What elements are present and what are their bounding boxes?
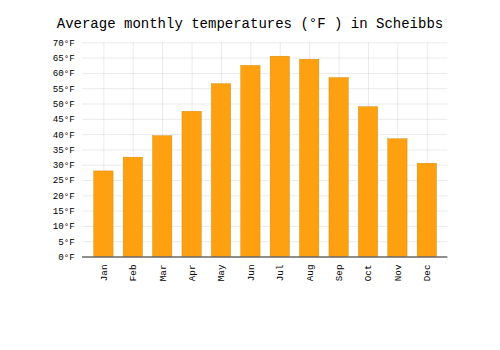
svg-text:Jun: Jun (246, 265, 257, 282)
svg-text:Oct: Oct (363, 265, 374, 282)
svg-text:Sep: Sep (334, 265, 345, 282)
svg-text:Feb: Feb (128, 265, 139, 282)
svg-text:Dec: Dec (422, 265, 433, 282)
svg-text:40°F: 40°F (53, 130, 75, 141)
svg-text:Jul: Jul (275, 264, 286, 281)
svg-text:30°F: 30°F (53, 160, 75, 171)
svg-text:20°F: 20°F (53, 191, 75, 202)
svg-text:10°F: 10°F (53, 221, 75, 232)
svg-text:5°F: 5°F (58, 237, 75, 248)
svg-text:70°F: 70°F (53, 38, 75, 49)
svg-text:0°F: 0°F (58, 252, 75, 263)
svg-text:45°F: 45°F (53, 114, 75, 125)
svg-text:55°F: 55°F (53, 84, 75, 95)
html-text:Average monthly temperatures (: Average monthly temperatures (°F ) in Sc… (56, 16, 444, 32)
svg-text:Apr: Apr (187, 265, 198, 282)
svg-text:Aug: Aug (305, 265, 316, 282)
svg-text:Mar: Mar (158, 265, 169, 282)
svg-text:60°F: 60°F (53, 68, 75, 79)
svg-text:Jan: Jan (99, 265, 110, 282)
svg-text:35°F: 35°F (53, 145, 75, 156)
svg-text:May: May (216, 264, 227, 281)
svg-text:65°F: 65°F (53, 53, 75, 64)
svg-text:Nov: Nov (393, 264, 404, 281)
svg-text:15°F: 15°F (53, 206, 75, 217)
svg-text:25°F: 25°F (53, 175, 75, 186)
svg-text:50°F: 50°F (53, 99, 75, 110)
